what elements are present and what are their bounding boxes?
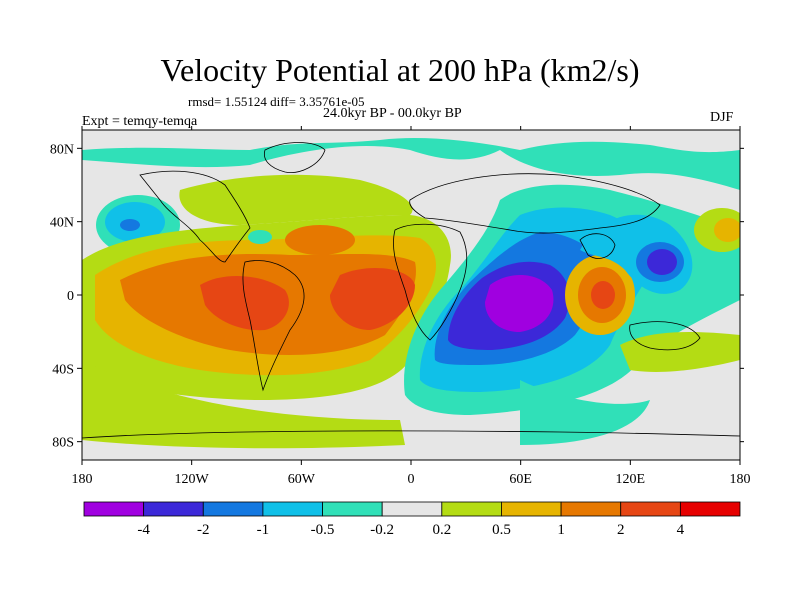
lon-tick-label: 60E	[509, 472, 532, 487]
figure-title: Velocity Potential at 200 hPa (km2/s)	[160, 52, 640, 88]
colorbar-label: 1	[557, 522, 565, 538]
colorbar-swatch	[322, 501, 383, 517]
colorbar-swatch	[202, 501, 264, 517]
colorbar-swatch	[381, 501, 443, 517]
colorbar-label: -2	[197, 522, 210, 538]
colorbar-swatch	[143, 501, 204, 517]
colorbar-label: 2	[617, 522, 625, 538]
lat-tick-label: 40N	[50, 216, 74, 231]
lat-tick-label: 0	[67, 289, 74, 304]
latitude-axis: 80N 40N 0 40S 80S	[50, 142, 744, 451]
colorbar-label: 0.2	[432, 522, 451, 538]
coastlines	[82, 142, 740, 439]
lat-tick-label: 80N	[50, 142, 74, 157]
colorbar-label: 0.5	[492, 522, 511, 538]
season-label: DJF	[710, 110, 734, 125]
lon-tick-label: 120W	[175, 472, 210, 487]
experiment-label: Expt = temqy-temqa	[82, 114, 198, 129]
lon-tick-label: 180	[730, 472, 751, 487]
colorbar-swatch	[679, 501, 741, 517]
colorbar-label: 4	[677, 522, 685, 538]
lon-tick-label: 60W	[288, 472, 316, 487]
lon-tick-label: 120E	[616, 472, 646, 487]
lon-tick-label: 180	[72, 472, 93, 487]
colorbar-swatch	[620, 501, 681, 517]
stats-text: rmsd= 1.55124 diff= 3.35761e-05	[188, 94, 365, 109]
colorbar-swatch	[501, 501, 562, 517]
period-label: 24.0kyr BP - 00.0kyr BP	[323, 106, 462, 121]
longitude-axis: 180 120W 60W 0 60E 120E 180	[72, 126, 751, 487]
colorbar-swatch	[560, 501, 622, 517]
colorbar: -4 -2 -1 -0.5 -0.2 0.2 0.5 1 2 4	[83, 501, 741, 538]
lon-tick-label: 0	[408, 472, 415, 487]
lat-tick-label: 80S	[52, 436, 74, 451]
colorbar-swatch	[441, 501, 502, 517]
contour-field	[82, 130, 740, 460]
colorbar-swatch	[83, 501, 145, 517]
colorbar-label: -1	[257, 522, 270, 538]
colorbar-swatch	[262, 501, 323, 517]
colorbar-label: -0.2	[370, 522, 394, 538]
colorbar-label: -4	[137, 522, 150, 538]
lat-tick-label: 40S	[52, 362, 74, 377]
colorbar-label: -0.5	[311, 522, 335, 538]
